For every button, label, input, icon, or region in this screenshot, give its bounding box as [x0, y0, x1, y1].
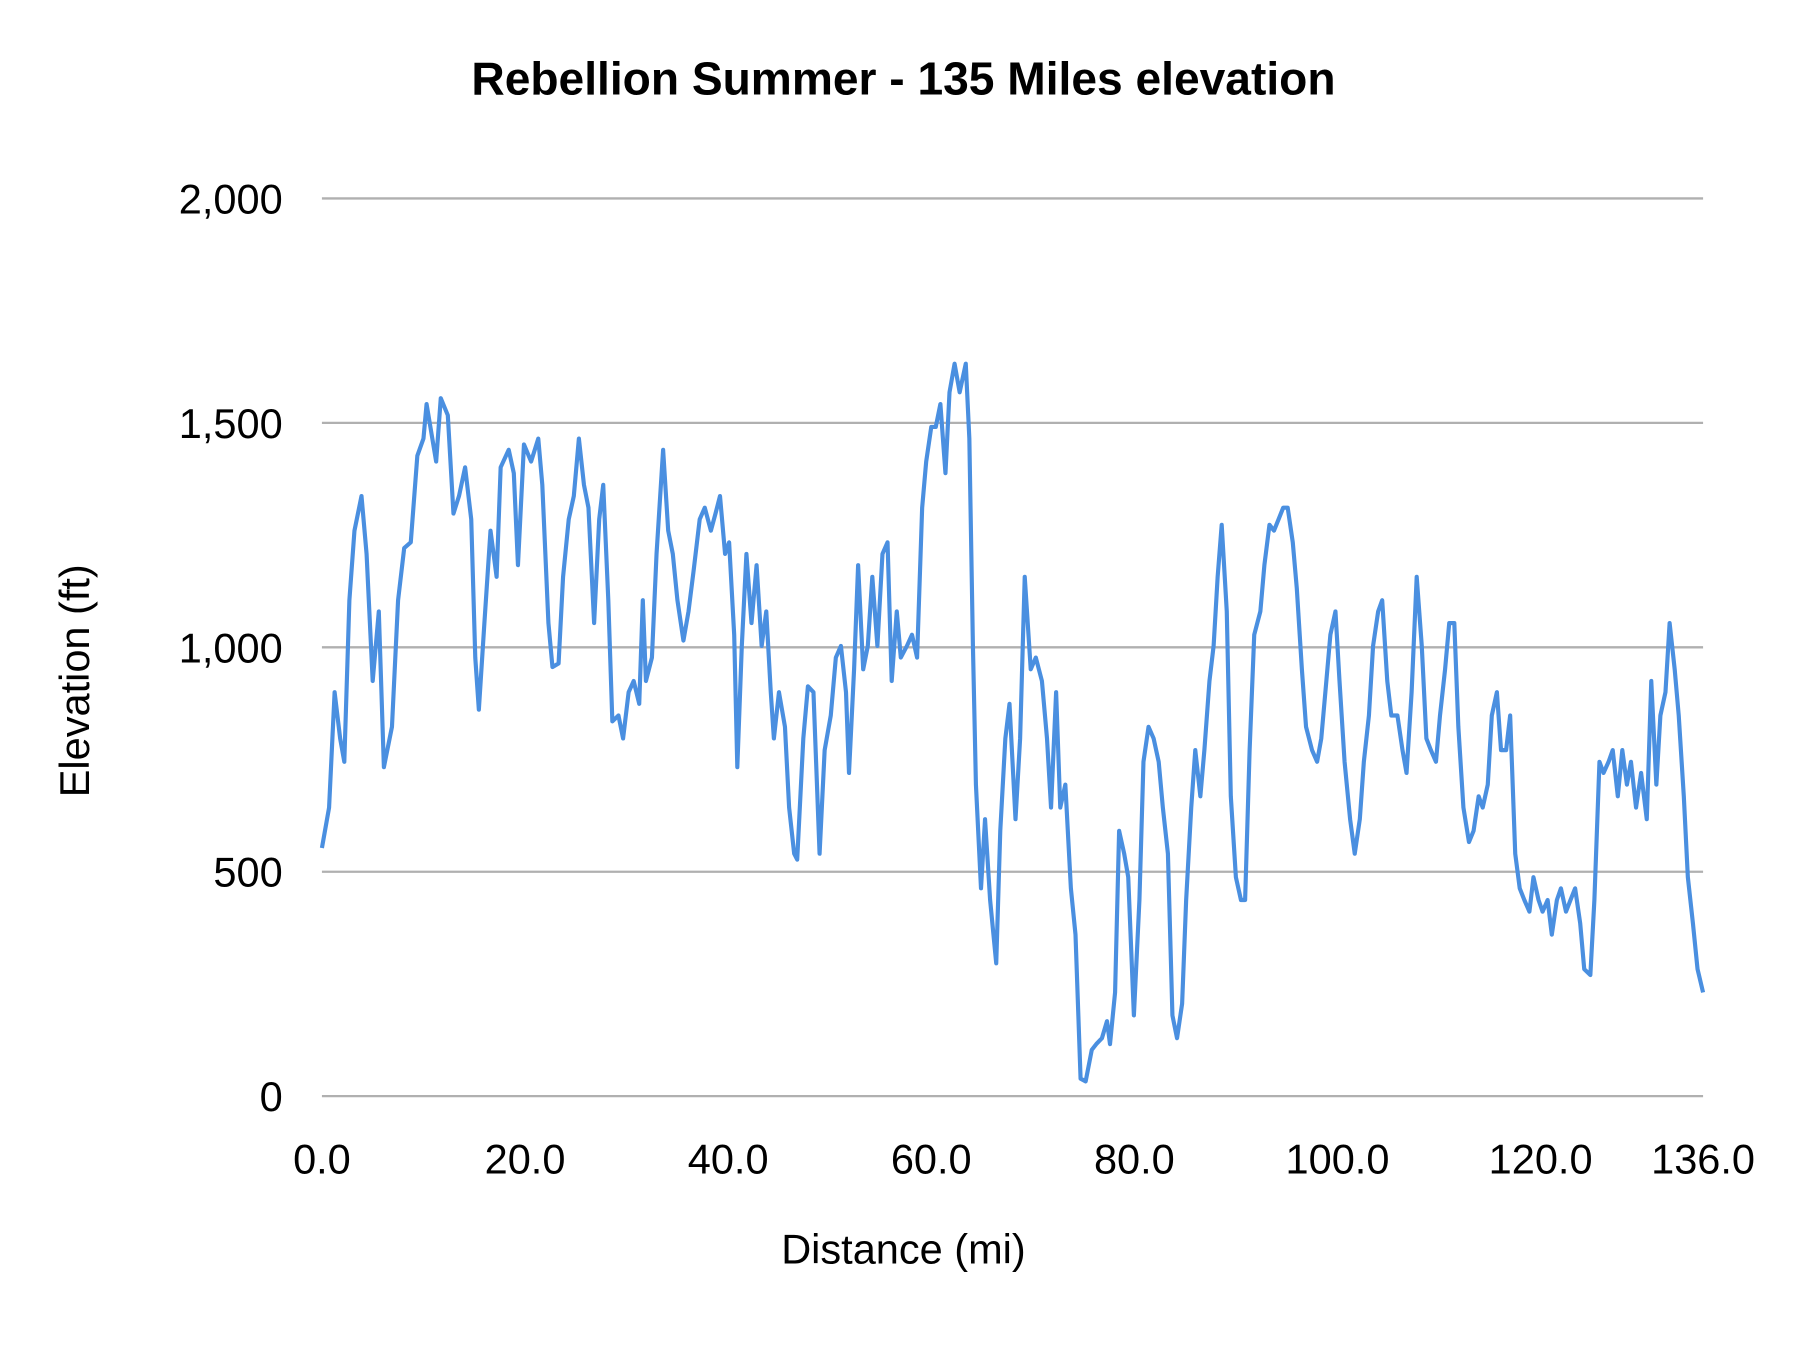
- x-tick-label: 20.0: [485, 1135, 566, 1182]
- x-tick-label: 0.0: [293, 1135, 351, 1182]
- y-axis-label: Elevation (ft): [51, 564, 98, 797]
- x-tick-label: 80.0: [1094, 1135, 1175, 1182]
- chart-title: Rebellion Summer - 135 Miles elevation: [471, 53, 1335, 105]
- x-axis-label: Distance (mi): [781, 1225, 1026, 1272]
- x-tick-label: 136.0: [1651, 1135, 1755, 1182]
- x-tick-label: 100.0: [1286, 1135, 1390, 1182]
- y-tick-label: 1,000: [179, 624, 283, 671]
- x-axis-ticks: 0.0 20.0 40.0 60.0 80.0 100.0 120.0 136.0: [293, 1135, 1755, 1182]
- y-tick-label: 0: [260, 1073, 283, 1120]
- y-tick-label: 2,000: [179, 175, 283, 222]
- y-axis-ticks: 0 500 1,000 1,500 2,000: [179, 175, 283, 1120]
- x-tick-label: 60.0: [891, 1135, 972, 1182]
- y-tick-label: 500: [213, 849, 282, 896]
- x-tick-label: 40.0: [688, 1135, 769, 1182]
- x-tick-label: 120.0: [1489, 1135, 1593, 1182]
- y-tick-label: 1,500: [179, 400, 283, 447]
- gridlines: [321, 197, 1704, 1098]
- elevation-line: [319, 361, 1706, 1084]
